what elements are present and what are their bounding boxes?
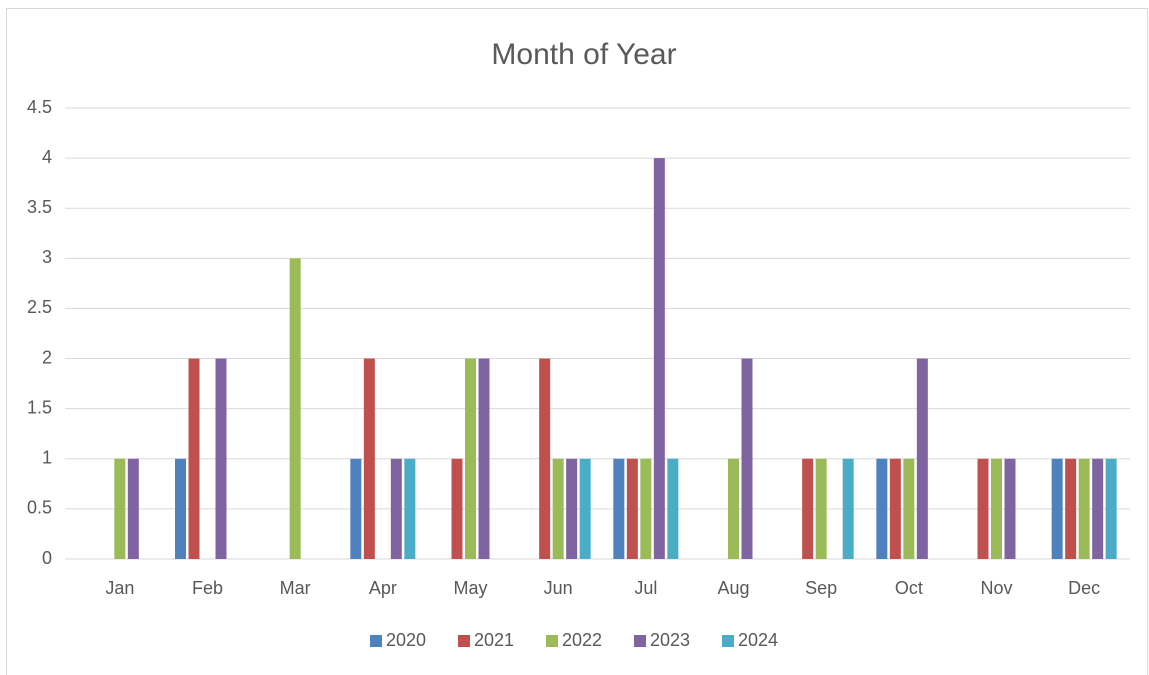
bar xyxy=(741,358,753,559)
bar xyxy=(1051,458,1063,559)
x-tick-label: Apr xyxy=(369,578,397,598)
y-tick-label: 2 xyxy=(42,347,52,367)
x-tick-label: Nov xyxy=(980,578,1012,598)
bar xyxy=(640,458,652,559)
y-tick-label: 0.5 xyxy=(27,498,52,518)
chart-border xyxy=(6,8,1148,675)
bar xyxy=(728,458,739,559)
bar xyxy=(876,458,888,559)
bar xyxy=(579,458,591,559)
legend-label: 2021 xyxy=(474,630,514,650)
bar xyxy=(350,458,362,559)
legend-swatch xyxy=(458,635,470,647)
x-tick-label: Jul xyxy=(634,578,657,598)
bar xyxy=(653,158,665,559)
x-tick-label: Oct xyxy=(895,578,923,598)
bar xyxy=(566,458,578,559)
x-tick-label: Feb xyxy=(192,578,223,598)
bar xyxy=(815,458,827,559)
bar xyxy=(903,458,915,559)
legend-label: 2023 xyxy=(650,630,690,650)
bar xyxy=(188,358,200,559)
bar xyxy=(289,258,301,559)
bar xyxy=(465,358,476,559)
bar xyxy=(1078,458,1090,559)
bar xyxy=(1065,458,1077,559)
bar xyxy=(478,358,490,559)
y-tick-label: 0 xyxy=(42,548,52,568)
bar xyxy=(842,458,854,559)
x-tick-label: Sep xyxy=(805,578,837,598)
bar xyxy=(889,458,901,559)
bar xyxy=(114,458,126,559)
chart-title: Month of Year xyxy=(491,38,676,71)
bar xyxy=(1092,458,1104,559)
legend-swatch xyxy=(370,635,382,647)
x-tick-label: Mar xyxy=(280,578,311,598)
bar xyxy=(127,458,139,559)
y-tick-label: 2.5 xyxy=(27,297,52,317)
legend-label: 2024 xyxy=(738,630,778,650)
bar xyxy=(175,458,186,559)
bar xyxy=(215,358,227,559)
legend-swatch xyxy=(546,635,558,647)
y-tick-label: 3.5 xyxy=(27,197,52,217)
bar xyxy=(363,358,375,559)
legend-swatch xyxy=(722,635,734,647)
bar xyxy=(1105,458,1117,559)
y-tick-label: 3 xyxy=(42,247,52,267)
bar xyxy=(977,458,989,559)
y-tick-label: 1.5 xyxy=(27,397,52,417)
bar xyxy=(552,458,564,559)
legend-swatch xyxy=(634,635,646,647)
legend-label: 2022 xyxy=(562,630,602,650)
bar xyxy=(802,458,814,559)
y-tick-label: 1 xyxy=(42,448,52,468)
bar xyxy=(916,358,928,559)
bar xyxy=(390,458,402,559)
x-tick-label: May xyxy=(453,578,487,598)
y-tick-label: 4.5 xyxy=(27,97,52,117)
x-tick-label: Aug xyxy=(717,578,749,598)
bar xyxy=(667,458,679,559)
bar xyxy=(1004,458,1016,559)
y-tick-label: 4 xyxy=(42,147,52,167)
bar xyxy=(613,458,625,559)
bar xyxy=(451,458,463,559)
x-tick-label: Jan xyxy=(105,578,134,598)
legend-label: 2020 xyxy=(386,630,426,650)
bar xyxy=(404,458,416,559)
bar xyxy=(539,358,551,559)
bar xyxy=(991,458,1002,559)
x-tick-label: Dec xyxy=(1068,578,1100,598)
bar xyxy=(626,458,638,559)
x-tick-label: Jun xyxy=(544,578,573,598)
